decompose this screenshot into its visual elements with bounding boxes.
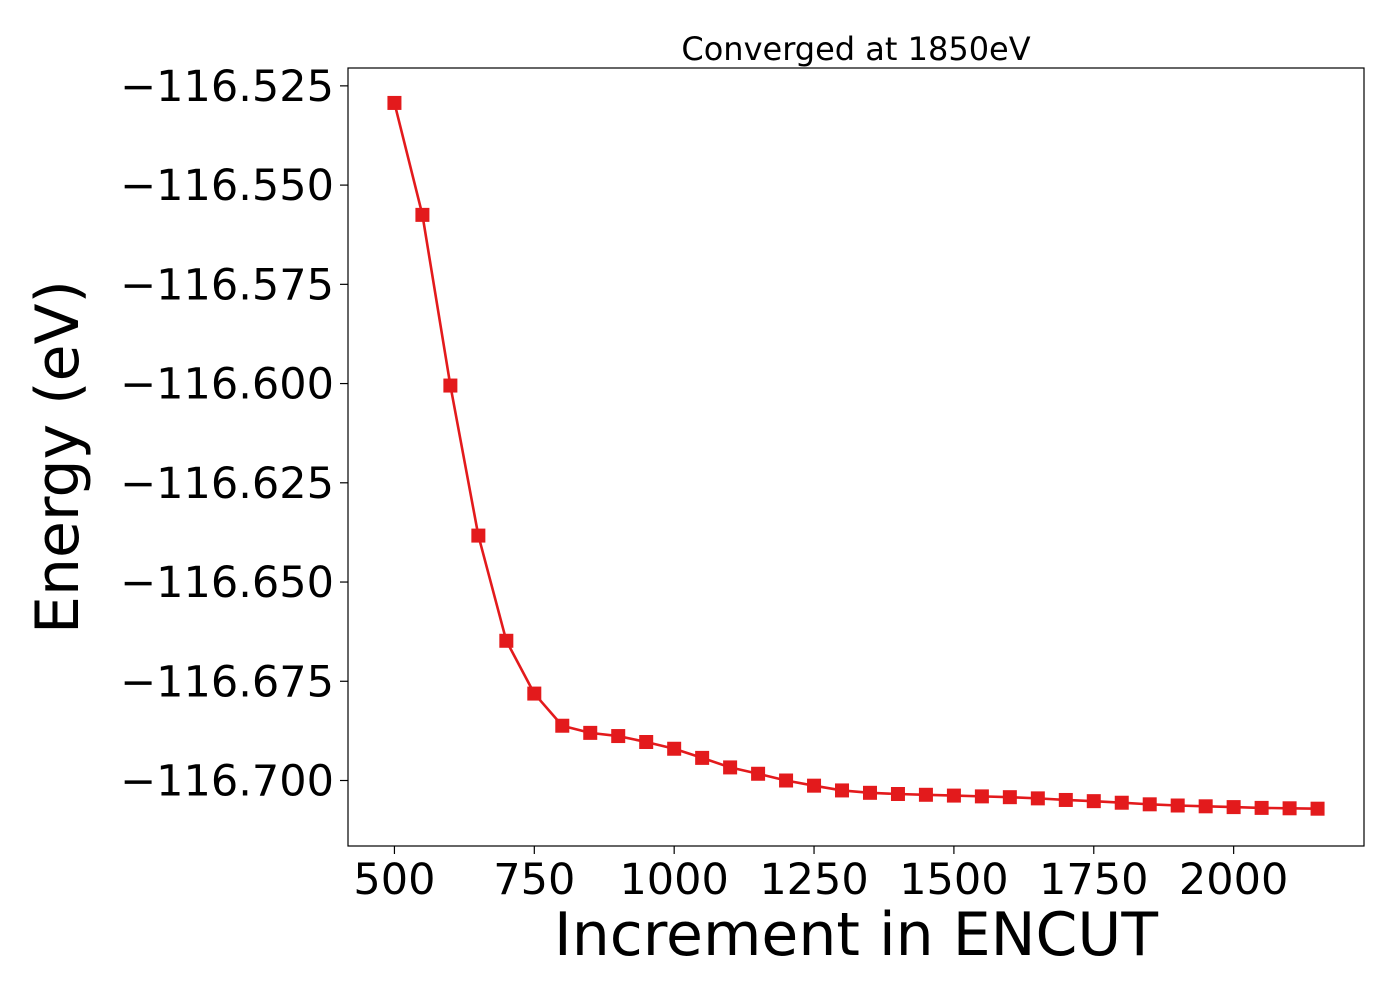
data-point-marker — [415, 207, 430, 222]
plot-area-frame — [347, 67, 1365, 847]
data-point-marker — [387, 95, 402, 110]
data-point-marker — [1086, 794, 1101, 809]
data-point-marker — [471, 528, 486, 543]
data-point-marker — [807, 778, 822, 793]
y-tick-label: −116.675 — [120, 657, 334, 707]
data-point-marker — [1114, 795, 1129, 810]
data-point-marker — [974, 789, 989, 804]
data-point-marker — [583, 725, 598, 740]
y-axis-title: Energy (eV) — [23, 280, 93, 634]
data-point-marker — [639, 735, 654, 749]
data-point-marker — [1254, 800, 1269, 815]
x-axis: 500 750 1000 1250 1500 1750 2000 — [353, 846, 1288, 905]
data-point-marker — [611, 729, 626, 744]
data-point-marker — [527, 686, 542, 701]
x-axis-title: Increment in ENCUT — [554, 900, 1158, 970]
y-tick-label: −116.650 — [120, 558, 334, 608]
data-point-marker — [667, 741, 682, 756]
chart-title: Converged at 1850eV — [681, 30, 1030, 68]
y-axis: −116.525 −116.550 −116.575 −116.600 −116.625… — [120, 62, 348, 807]
data-point-marker — [918, 787, 933, 802]
x-tick-label: 1500 — [899, 855, 1008, 905]
x-tick-label: 1250 — [759, 855, 868, 905]
x-tick-label: 750 — [493, 855, 575, 905]
data-point-marker — [1282, 801, 1297, 816]
x-tick-label: 1750 — [1039, 855, 1148, 905]
plot-series — [387, 95, 1325, 816]
data-point-marker — [1310, 801, 1325, 816]
data-point-marker — [1198, 799, 1213, 814]
data-point-marker — [695, 750, 710, 765]
y-tick-label: −116.525 — [120, 62, 334, 112]
data-point-marker — [946, 788, 961, 803]
y-tick-label: −116.550 — [120, 161, 334, 211]
data-point-marker — [751, 766, 766, 781]
data-point-marker — [499, 633, 514, 648]
x-tick-label: 1000 — [619, 855, 728, 905]
data-point-marker — [723, 760, 738, 775]
data-point-marker — [1142, 797, 1157, 812]
y-tick-label: −116.575 — [120, 260, 334, 310]
y-tick-label: −116.700 — [120, 757, 334, 807]
data-point-marker — [779, 773, 794, 788]
data-point-marker — [1002, 790, 1017, 805]
data-point-marker — [835, 783, 850, 798]
data-point-marker — [862, 785, 877, 800]
series-line — [393, 102, 1318, 810]
data-point-marker — [1030, 791, 1045, 806]
y-tick-label: −116.625 — [120, 459, 334, 509]
y-tick-label: −116.600 — [120, 360, 334, 410]
data-point-marker — [1170, 798, 1185, 813]
x-tick-label: 500 — [353, 855, 435, 905]
data-point-marker — [1226, 800, 1241, 815]
data-point-marker — [890, 787, 905, 801]
x-tick-label: 2000 — [1179, 855, 1288, 905]
data-point-marker — [1058, 792, 1073, 807]
data-point-marker — [443, 378, 458, 393]
data-point-marker — [555, 718, 570, 733]
